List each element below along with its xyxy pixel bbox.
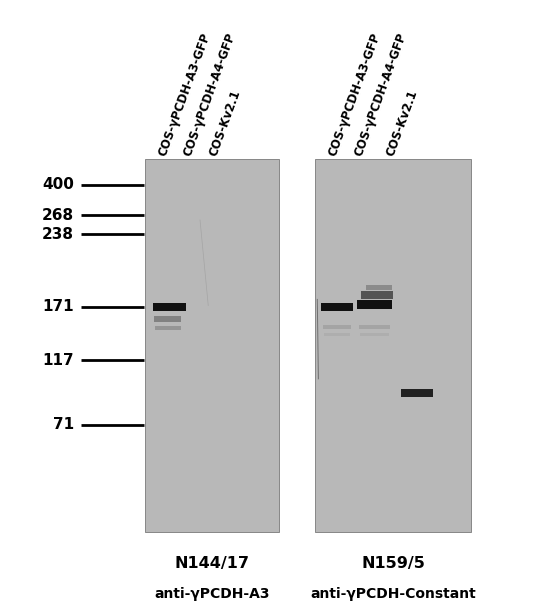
Text: 238: 238 [42, 227, 74, 241]
Bar [321, 303, 353, 310]
Bar [401, 389, 432, 397]
Text: anti-γPCDH-Constant: anti-γPCDH-Constant [310, 587, 476, 601]
Text: COS-Kv2.1: COS-Kv2.1 [207, 87, 243, 158]
Bar [324, 332, 350, 336]
Text: anti-γPCDH-A3: anti-γPCDH-A3 [155, 587, 270, 601]
Bar [361, 291, 393, 299]
Text: COS-γPCDH-A4-GFP: COS-γPCDH-A4-GFP [352, 31, 409, 158]
Text: COS-γPCDH-A3-GFP: COS-γPCDH-A3-GFP [326, 31, 383, 158]
Text: COS-γPCDH-A4-GFP: COS-γPCDH-A4-GFP [181, 31, 238, 158]
Bar [154, 316, 181, 321]
Bar [153, 303, 186, 310]
Text: 117: 117 [42, 353, 74, 368]
Bar [366, 285, 392, 290]
Bar [360, 332, 389, 336]
Bar [155, 326, 181, 330]
Bar [145, 159, 279, 532]
Text: N144/17: N144/17 [175, 556, 250, 571]
Bar [359, 325, 390, 329]
Bar [315, 159, 471, 532]
Text: 268: 268 [42, 208, 74, 222]
Text: 171: 171 [42, 299, 74, 314]
Bar [357, 300, 392, 309]
Bar [323, 325, 351, 329]
Text: COS-Kv2.1: COS-Kv2.1 [384, 87, 420, 158]
Text: 400: 400 [42, 177, 74, 192]
Text: 71: 71 [53, 417, 74, 432]
Text: COS-γPCDH-A3-GFP: COS-γPCDH-A3-GFP [156, 31, 213, 158]
Text: N159/5: N159/5 [361, 556, 425, 571]
